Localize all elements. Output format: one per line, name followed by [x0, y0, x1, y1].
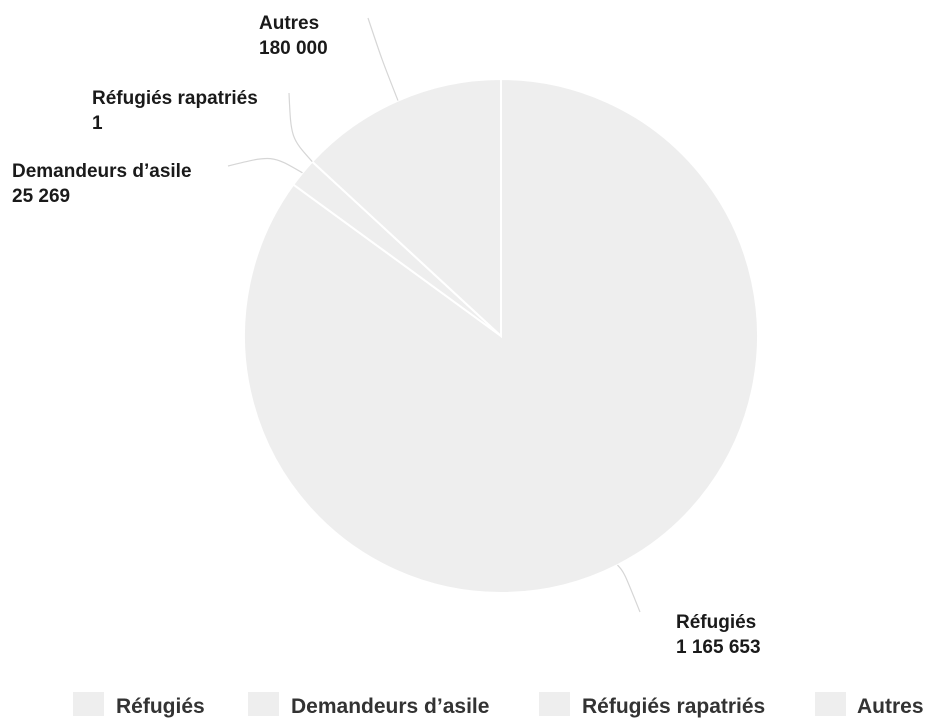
- leader-lines: [227, 17, 641, 613]
- data-labels: Réfugiés 1 165 653 Demandeurs d’asile 25 26…: [12, 13, 761, 658]
- data-label-value-2: 25 269: [12, 186, 70, 207]
- legend-label-2[interactable]: Demandeurs d’asile: [291, 695, 489, 718]
- data-label-value-1: 1 165 653: [676, 637, 761, 658]
- leader-line-2: [227, 157, 303, 174]
- slice-4[interactable]: [310, 77, 502, 339]
- legend-label-3[interactable]: Réfugiés rapatriés: [582, 695, 765, 718]
- leader-line-4: [367, 17, 399, 101]
- legend-swatch-3[interactable]: [539, 692, 570, 716]
- data-label-name-3: Réfugiés rapatriés: [92, 88, 258, 109]
- legend-swatch-4[interactable]: [815, 692, 846, 716]
- legend-swatch-1[interactable]: [73, 692, 104, 716]
- legend-label-4[interactable]: Autres: [857, 695, 924, 718]
- legend-swatch-2[interactable]: [248, 692, 279, 716]
- slice-1[interactable]: [243, 77, 759, 594]
- data-label-name-1: Réfugiés: [676, 612, 756, 633]
- legend-label-1[interactable]: Réfugiés: [116, 695, 205, 718]
- leader-line-1: [617, 564, 641, 613]
- data-label-value-4: 180 000: [259, 38, 328, 59]
- legend: Réfugiés Demandeurs d’asile Réfugiés rapat…: [73, 692, 924, 718]
- data-label-name-2: Demandeurs d’asile: [12, 161, 192, 182]
- pie-slices: [243, 77, 759, 594]
- leader-line-3: [288, 92, 313, 163]
- data-label-name-4: Autres: [259, 13, 319, 34]
- data-label-value-3: 1: [92, 113, 103, 134]
